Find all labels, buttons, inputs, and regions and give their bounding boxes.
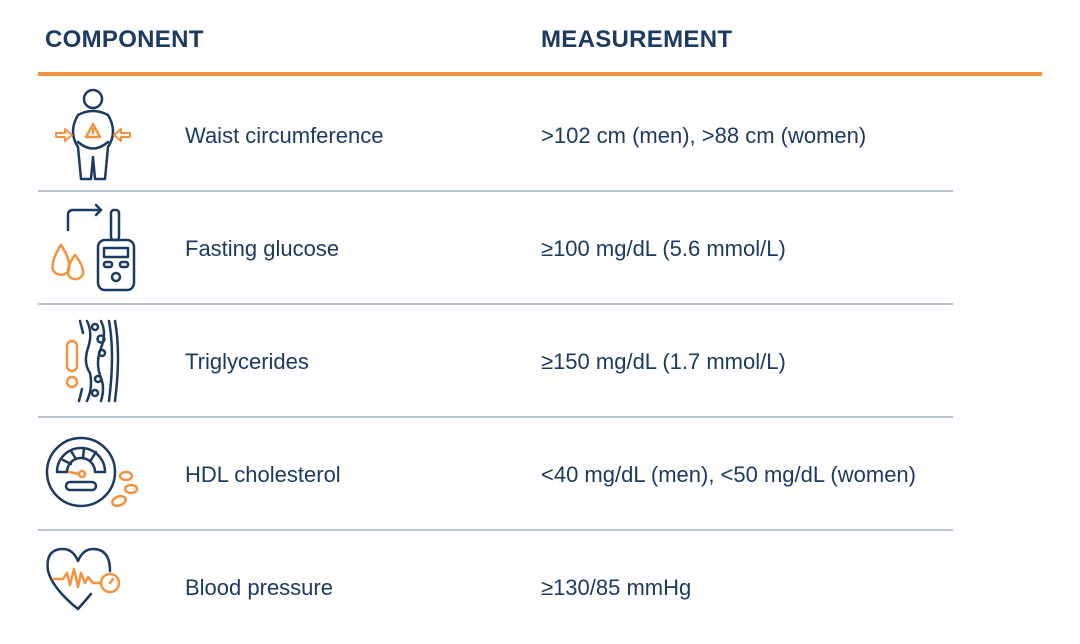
table-row: HDL cholesterol <40 mg/dL (men), <50 mg/… — [38, 418, 953, 531]
component-label: Waist circumference — [185, 122, 384, 148]
artery-icon — [65, 319, 120, 403]
column-header-measurement: MEASUREMENT — [541, 26, 733, 53]
row-divider — [38, 416, 953, 418]
row-divider — [38, 529, 953, 531]
table-row: Waist circumference >102 cm (men), >88 c… — [38, 79, 953, 192]
component-label: Fasting glucose — [185, 235, 340, 261]
header-divider — [38, 72, 1042, 76]
row-divider — [38, 303, 953, 305]
gauge-icon — [45, 436, 139, 508]
row-divider — [38, 190, 953, 192]
component-label: Triglycerides — [185, 348, 309, 374]
table-row: Triglycerides ≥150 mg/dL (1.7 mmol/L) — [38, 305, 953, 418]
glucose-meter-icon — [51, 203, 136, 292]
waist-icon — [55, 88, 131, 181]
measurement-value: ≥100 mg/dL (5.6 mmol/L) — [541, 235, 786, 261]
heart-pressure-icon — [46, 547, 121, 611]
table-row: Blood pressure ≥130/85 mmHg — [38, 531, 953, 644]
component-label: HDL cholesterol — [185, 461, 341, 487]
measurement-value: ≥150 mg/dL (1.7 mmol/L) — [541, 348, 786, 374]
measurement-value: ≥130/85 mmHg — [541, 574, 692, 600]
measurement-value: >102 cm (men), >88 cm (women) — [541, 122, 867, 148]
component-label: Blood pressure — [185, 574, 333, 600]
table-row: Fasting glucose ≥100 mg/dL (5.6 mmol/L) — [38, 192, 953, 305]
measurement-value: <40 mg/dL (men), <50 mg/dL (women) — [541, 461, 916, 487]
column-header-component: COMPONENT — [45, 26, 204, 53]
